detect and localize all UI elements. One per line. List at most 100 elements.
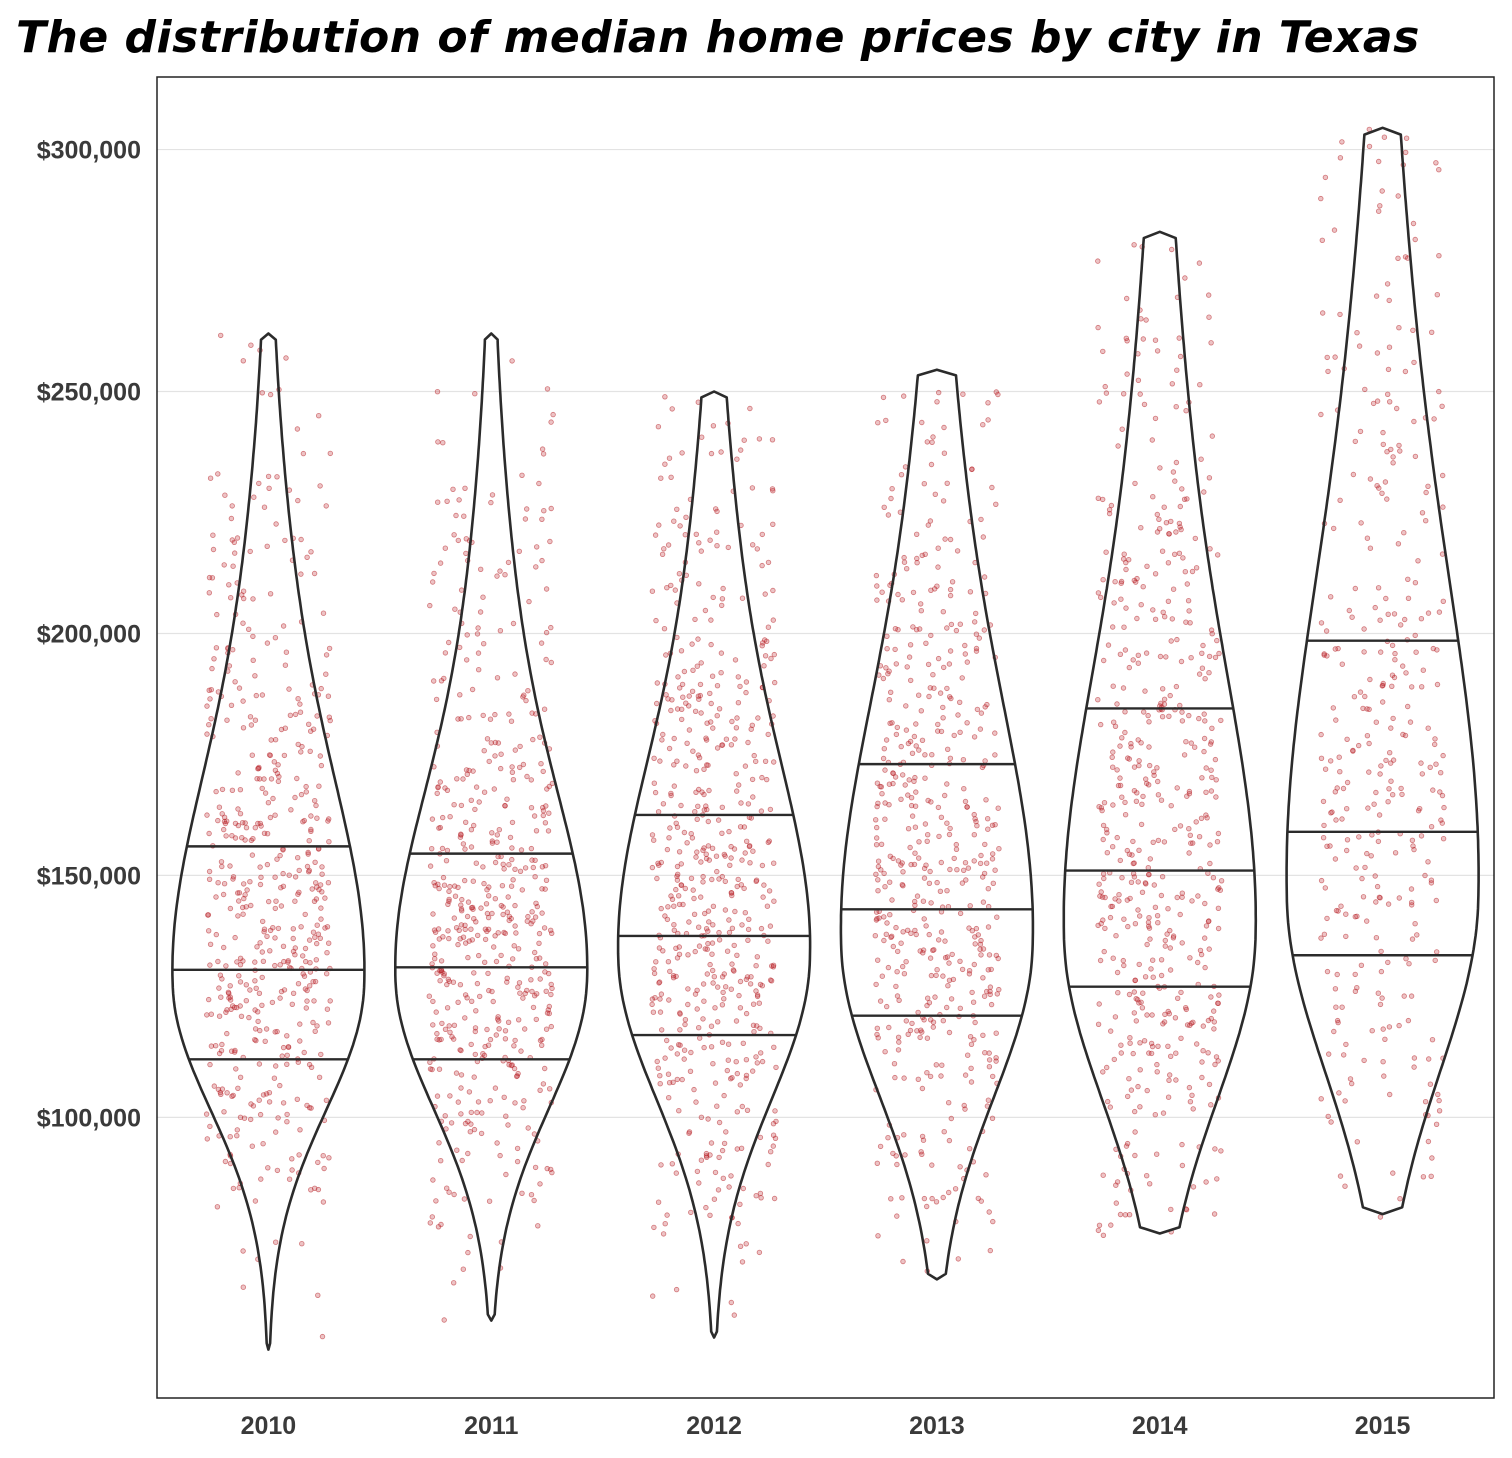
data-point [946,960,952,966]
data-point [1140,709,1147,715]
data-point [930,1024,936,1030]
data-point [901,1132,907,1138]
data-point [1115,443,1121,449]
data-point [1097,957,1104,964]
data-point [969,989,975,996]
data-point [677,1027,683,1033]
data-point [1324,968,1331,975]
data-point [549,985,555,992]
data-point [524,918,530,924]
data-point [885,1134,891,1141]
data-point [683,514,689,520]
data-point [476,799,482,805]
data-point [900,963,906,970]
data-point [217,972,224,978]
data-point [227,983,233,989]
data-point [1339,661,1345,667]
data-point [893,731,900,738]
data-point [247,987,253,993]
data-point [1408,886,1415,892]
data-point [980,946,987,952]
data-point [666,455,673,461]
data-point [1436,1097,1442,1104]
data-point [1119,426,1125,432]
data-point [737,824,744,830]
data-point [1189,840,1196,846]
data-point [887,879,893,885]
y-tick-label: $150,000 [37,862,141,890]
data-point [1104,1098,1111,1105]
data-point [749,776,756,783]
data-point [441,675,447,682]
data-point [681,1047,688,1053]
data-point [1437,789,1443,795]
data-point [917,1034,923,1041]
data-point [462,1120,469,1127]
data-point [453,925,460,931]
data-point [685,986,691,992]
data-point [694,1006,700,1012]
data-point [464,632,470,638]
data-point [1342,1098,1348,1104]
data-point [277,962,283,968]
data-point [540,804,546,811]
data-point [463,550,469,557]
data-point [459,908,465,914]
data-point [1422,518,1429,524]
data-point [455,1099,461,1105]
data-point [324,950,330,956]
data-point [224,1030,230,1037]
data-point [1101,948,1107,955]
data-point [657,996,663,1002]
data-point [214,611,220,618]
data-point [1206,946,1212,952]
data-point [255,1009,261,1015]
data-point [236,973,242,979]
data-point [877,998,884,1004]
data-point [885,964,892,971]
data-point [885,512,892,518]
data-point [767,977,774,983]
data-point [682,532,688,538]
data-point [458,1072,465,1078]
data-point [1200,1047,1206,1054]
data-point [659,737,665,743]
data-point [1139,1005,1146,1011]
data-point [444,1005,451,1011]
data-point [764,903,771,909]
data-point [914,560,920,566]
data-point [468,1109,474,1116]
data-point [672,587,678,593]
data-point [326,1155,332,1161]
data-point [432,951,438,957]
data-point [1133,798,1140,804]
data-point [1189,1092,1195,1098]
data-point [502,802,508,809]
data-point [905,792,911,798]
data-point [899,1195,905,1201]
data-point [924,1035,931,1041]
data-point [1139,889,1146,895]
data-point [316,1074,323,1080]
data-point [281,752,288,759]
data-point [1126,991,1133,998]
data-point [1332,986,1339,992]
data-point [1428,880,1435,886]
data-point [678,648,685,654]
data-point [946,661,953,667]
data-point [1159,686,1166,692]
data-point [1408,902,1415,908]
data-point [462,485,468,491]
data-point [975,932,981,938]
data-point [539,516,545,522]
data-point [1412,921,1418,927]
data-point [1123,559,1129,566]
data-point [1397,1195,1403,1202]
data-point [544,386,551,392]
data-point [505,559,512,566]
data-point [294,775,300,782]
data-point [1375,208,1382,214]
data-point [283,649,290,655]
data-point [979,764,986,771]
data-point [1429,1155,1435,1161]
